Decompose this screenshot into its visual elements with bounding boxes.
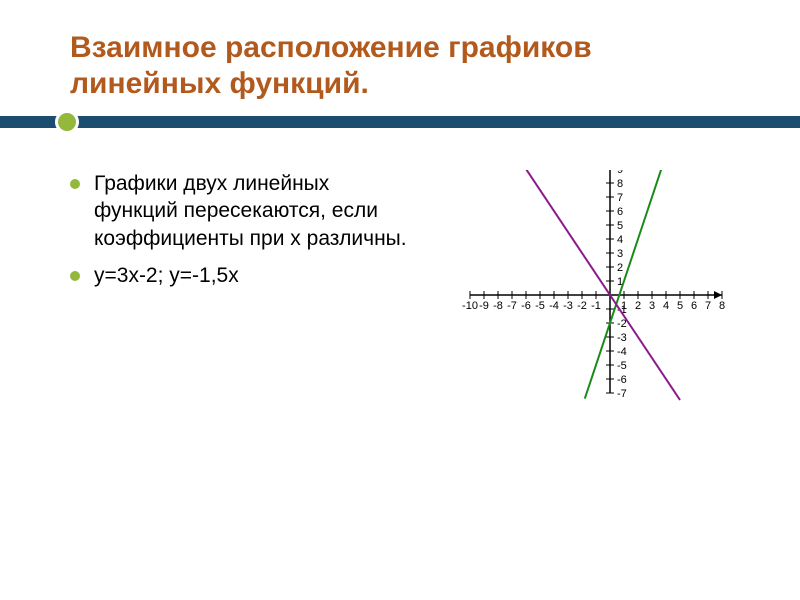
list-item: у=3х-2; у=-1,5х: [70, 262, 410, 289]
svg-text:7: 7: [617, 192, 623, 204]
svg-text:-7: -7: [617, 388, 627, 400]
svg-text:2: 2: [617, 262, 623, 274]
svg-text:-7: -7: [507, 300, 517, 312]
svg-text:8: 8: [617, 178, 623, 190]
svg-text:9: 9: [617, 170, 623, 176]
svg-text:6: 6: [617, 206, 623, 218]
svg-text:-2: -2: [617, 318, 627, 330]
bullet-dot-icon: [70, 271, 80, 281]
svg-text:7: 7: [705, 300, 711, 312]
svg-text:-4: -4: [549, 300, 559, 312]
svg-text:6: 6: [691, 300, 697, 312]
svg-text:-5: -5: [617, 360, 627, 372]
svg-text:8: 8: [719, 300, 725, 312]
svg-text:-6: -6: [617, 374, 627, 386]
svg-text:3: 3: [649, 300, 655, 312]
svg-text:2: 2: [635, 300, 641, 312]
svg-text:-2: -2: [577, 300, 587, 312]
svg-text:5: 5: [617, 220, 623, 232]
svg-text:-1: -1: [591, 300, 601, 312]
svg-text:-6: -6: [521, 300, 531, 312]
list-item: Графики двух линейных функций пересекают…: [70, 170, 410, 252]
svg-text:4: 4: [663, 300, 669, 312]
svg-text:-9: -9: [479, 300, 489, 312]
svg-text:3: 3: [617, 248, 623, 260]
bullet-text: у=3х-2; у=-1,5х: [94, 262, 239, 289]
svg-text:-4: -4: [617, 346, 627, 358]
bullet-list: Графики двух линейных функций пересекают…: [70, 170, 410, 299]
slide-title: Взаимное расположение графиков линейных …: [70, 30, 750, 102]
svg-text:-10: -10: [462, 300, 478, 312]
bullet-dot-icon: [70, 179, 80, 189]
svg-text:5: 5: [677, 300, 683, 312]
svg-text:-3: -3: [563, 300, 573, 312]
linear-functions-chart: -10-9-8-7-6-5-4-3-2-112345678-7-6-5-4-3-…: [440, 170, 750, 420]
svg-text:-3: -3: [617, 332, 627, 344]
svg-text:-8: -8: [493, 300, 503, 312]
svg-text:-5: -5: [535, 300, 545, 312]
bullet-text: Графики двух линейных функций пересекают…: [94, 170, 410, 252]
title-bar: [0, 114, 800, 130]
svg-text:4: 4: [617, 234, 623, 246]
chart-svg: -10-9-8-7-6-5-4-3-2-112345678-7-6-5-4-3-…: [440, 170, 750, 420]
